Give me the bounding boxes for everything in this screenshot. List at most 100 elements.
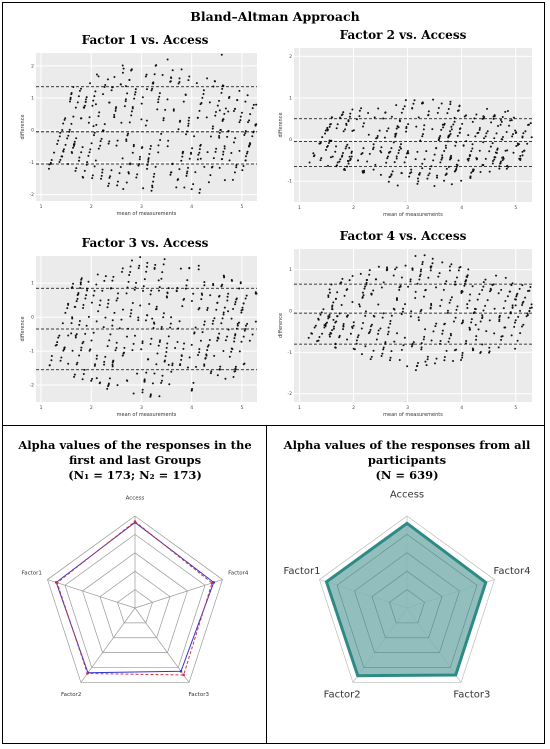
data-point [326, 144, 329, 147]
radar-axis-label: Factor1 [284, 566, 321, 577]
data-point [187, 79, 190, 82]
figure-frame [2, 2, 545, 744]
data-point [221, 87, 224, 90]
data-point [452, 360, 455, 363]
data-point [470, 321, 473, 324]
data-point [338, 336, 341, 339]
data-point [199, 143, 202, 146]
data-point [70, 322, 73, 325]
data-point [94, 159, 97, 162]
data-point [530, 136, 533, 139]
data-point [91, 174, 94, 177]
data-point [206, 309, 209, 312]
data-point [218, 166, 221, 169]
data-point [484, 135, 487, 138]
data-point [158, 286, 161, 289]
data-point [334, 150, 337, 153]
data-point [312, 152, 315, 155]
data-point [454, 316, 457, 319]
data-point [383, 136, 386, 139]
data-point [220, 91, 223, 94]
data-point [136, 372, 139, 375]
data-point [83, 106, 86, 109]
data-point [107, 182, 110, 185]
data-point [461, 122, 464, 125]
data-point [145, 73, 148, 76]
tick-label-x: 2 [352, 405, 355, 411]
data-point [458, 266, 461, 269]
tick-label-y: -2 [30, 192, 35, 198]
data-point [187, 122, 190, 125]
radar-point [182, 673, 185, 677]
data-point [181, 152, 184, 155]
data-point [495, 274, 498, 277]
data-point [329, 123, 332, 126]
data-point [521, 284, 524, 287]
data-point [176, 179, 179, 182]
data-point [222, 313, 225, 316]
data-point [94, 103, 97, 106]
data-point [145, 265, 148, 268]
data-point [87, 121, 90, 124]
data-point [406, 150, 409, 153]
data-point [444, 146, 447, 149]
data-point [398, 359, 401, 362]
data-point [236, 322, 239, 325]
data-point [70, 332, 73, 335]
data-point [504, 300, 507, 303]
data-point [352, 347, 355, 350]
data-point [471, 147, 474, 150]
tick-label-x: 4 [460, 205, 463, 211]
data-point [359, 272, 362, 275]
data-point [239, 115, 242, 118]
data-point [74, 106, 77, 109]
data-point [518, 157, 521, 160]
data-point [180, 358, 183, 361]
data-point [443, 149, 446, 152]
data-point [335, 320, 338, 323]
data-point [190, 299, 193, 302]
data-point [319, 159, 322, 162]
data-point [89, 82, 92, 85]
data-point [149, 145, 152, 148]
data-point [85, 294, 88, 297]
data-point [178, 320, 181, 323]
data-point [87, 154, 90, 157]
data-point [104, 316, 107, 319]
data-point [384, 341, 387, 344]
data-point [238, 321, 241, 324]
data-point [501, 138, 504, 141]
data-point [166, 98, 169, 101]
data-point [99, 140, 102, 143]
data-point [157, 101, 160, 104]
data-point [83, 368, 86, 371]
data-point [443, 356, 446, 359]
data-point [111, 361, 114, 364]
data-point [471, 285, 474, 288]
data-point [510, 119, 513, 122]
data-point [198, 148, 201, 151]
data-point [370, 355, 373, 358]
data-point [453, 349, 456, 352]
data-point [165, 351, 168, 354]
data-point [167, 363, 170, 366]
data-point [352, 324, 355, 327]
data-point [150, 289, 153, 292]
data-point [187, 166, 190, 169]
data-point [135, 281, 138, 284]
data-point [90, 301, 93, 304]
data-point [391, 170, 394, 173]
data-point [92, 294, 95, 297]
data-point [116, 180, 119, 183]
data-point [395, 266, 398, 269]
data-point [351, 274, 354, 277]
data-point [60, 356, 63, 359]
data-point [387, 326, 390, 329]
data-point [142, 285, 145, 288]
data-point [134, 286, 137, 289]
data-point [157, 151, 160, 154]
data-point [136, 173, 139, 176]
tick-label-x: 1 [40, 204, 43, 210]
data-point [467, 134, 470, 137]
data-point [504, 110, 507, 113]
